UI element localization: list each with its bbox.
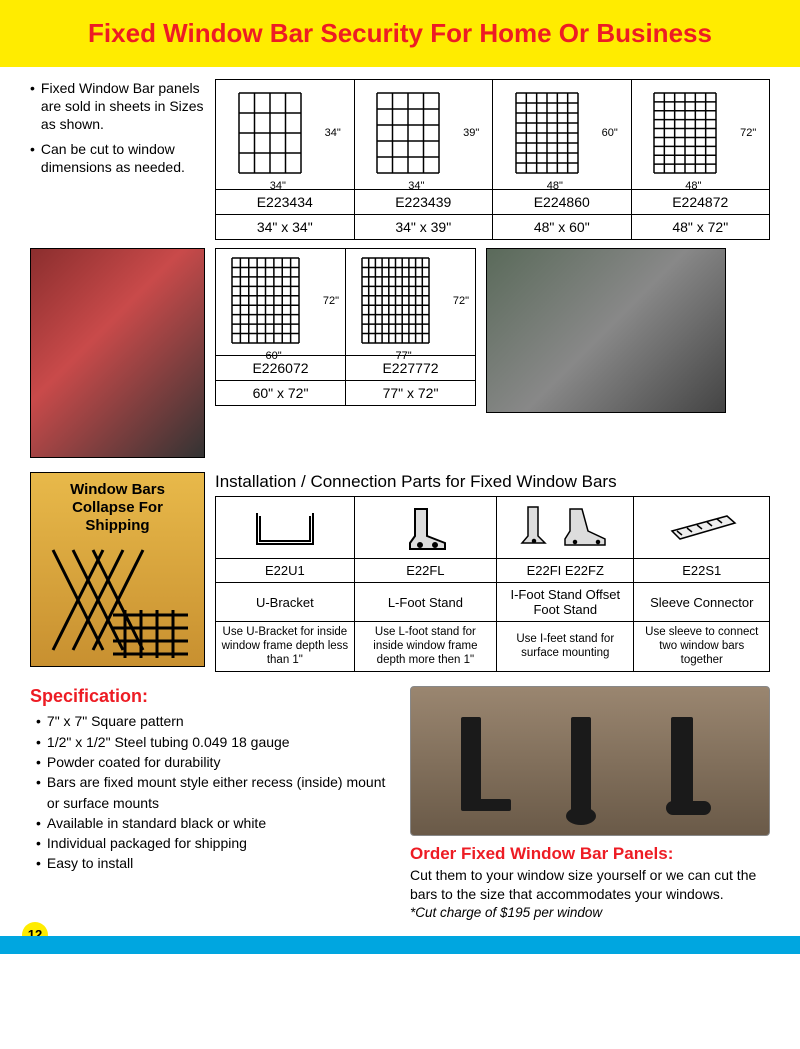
size-code: E224872 xyxy=(631,190,770,215)
intro-bullets: Fixed Window Bar panels are sold in shee… xyxy=(30,79,205,240)
part-name: I-Foot Stand Offset Foot Stand xyxy=(497,583,634,622)
size-diagram: 72" 77" xyxy=(346,249,476,356)
part-icon xyxy=(497,497,634,559)
spec-item: Easy to install xyxy=(36,853,396,873)
page-title: Fixed Window Bar Security For Home Or Bu… xyxy=(20,18,780,49)
spec-title: Specification: xyxy=(30,686,396,707)
spec-item: Powder coated for durability xyxy=(36,752,396,772)
size-dim: 77" x 72" xyxy=(346,381,476,406)
shipping-label-2: Collapse For xyxy=(72,499,163,516)
part-name: U-Bracket xyxy=(216,583,355,622)
size-table-2: 72" 60" 72" 77" E226072E227772 60" x 72"… xyxy=(215,248,476,406)
spec-item: 7" x 7" Square pattern xyxy=(36,711,396,731)
size-diagram: 39" 34" xyxy=(354,80,493,190)
size-dim: 48" x 72" xyxy=(631,215,770,240)
part-icon xyxy=(354,497,496,559)
order-text: Cut them to your window size yourself or… xyxy=(410,866,770,902)
size-table-1: 34" 34" 39" 34" 60" 48" 72" 48" E223434E… xyxy=(215,79,770,240)
size-diagram: 72" 60" xyxy=(216,249,346,356)
parts-title: Installation / Connection Parts for Fixe… xyxy=(215,472,770,492)
part-code: E22FI E22FZ xyxy=(497,559,634,583)
shipping-label-1: Window Bars xyxy=(70,481,165,498)
collapsed-bars-icon xyxy=(43,540,193,660)
size-code: E223439 xyxy=(354,190,493,215)
order-note: *Cut charge of $195 per window xyxy=(410,905,770,920)
spec-item: Available in standard black or white xyxy=(36,813,396,833)
size-dim: 48" x 60" xyxy=(493,215,632,240)
header-band: Fixed Window Bar Security For Home Or Bu… xyxy=(0,0,800,67)
size-dim: 34" x 39" xyxy=(354,215,493,240)
spec-item: Bars are fixed mount style either recess… xyxy=(36,772,396,813)
part-desc: Use L-foot stand for inside window frame… xyxy=(354,622,496,672)
size-diagram: 34" 34" xyxy=(216,80,355,190)
size-dim: 60" x 72" xyxy=(216,381,346,406)
size-dim: 34" x 34" xyxy=(216,215,355,240)
part-name: L-Foot Stand xyxy=(354,583,496,622)
spec-list: 7" x 7" Square pattern1/2" x 1/2" Steel … xyxy=(30,711,396,873)
part-icon xyxy=(216,497,355,559)
feet-photo xyxy=(410,686,770,836)
spec-item: 1/2" x 1/2" Steel tubing 0.049 18 gauge xyxy=(36,732,396,752)
size-diagram: 60" 48" xyxy=(493,80,632,190)
part-name: Sleeve Connector xyxy=(634,583,770,622)
spec-item: Individual packaged for shipping xyxy=(36,833,396,853)
intro-bullet-1: Fixed Window Bar panels are sold in shee… xyxy=(41,79,205,134)
product-photo-window xyxy=(486,248,726,413)
size-code: E223434 xyxy=(216,190,355,215)
part-code: E22U1 xyxy=(216,559,355,583)
part-code: E22FL xyxy=(354,559,496,583)
intro-bullet-2: Can be cut to window dimensions as neede… xyxy=(41,140,205,176)
part-desc: Use I-feet stand for surface mounting xyxy=(497,622,634,672)
part-icon xyxy=(634,497,770,559)
shipping-label-3: Shipping xyxy=(85,517,149,534)
parts-table: E22U1E22FLE22FI E22FZE22S1 U-BracketL-Fo… xyxy=(215,496,770,672)
part-code: E22S1 xyxy=(634,559,770,583)
size-diagram: 72" 48" xyxy=(631,80,770,190)
part-desc: Use U-Bracket for inside window frame de… xyxy=(216,622,355,672)
size-code: E224860 xyxy=(493,190,632,215)
product-photo-door xyxy=(30,248,205,458)
footer-band xyxy=(0,936,800,954)
part-desc: Use sleeve to connect two window bars to… xyxy=(634,622,770,672)
order-title: Order Fixed Window Bar Panels: xyxy=(410,844,770,864)
shipping-photo: Window Bars Collapse For Shipping xyxy=(30,472,205,667)
